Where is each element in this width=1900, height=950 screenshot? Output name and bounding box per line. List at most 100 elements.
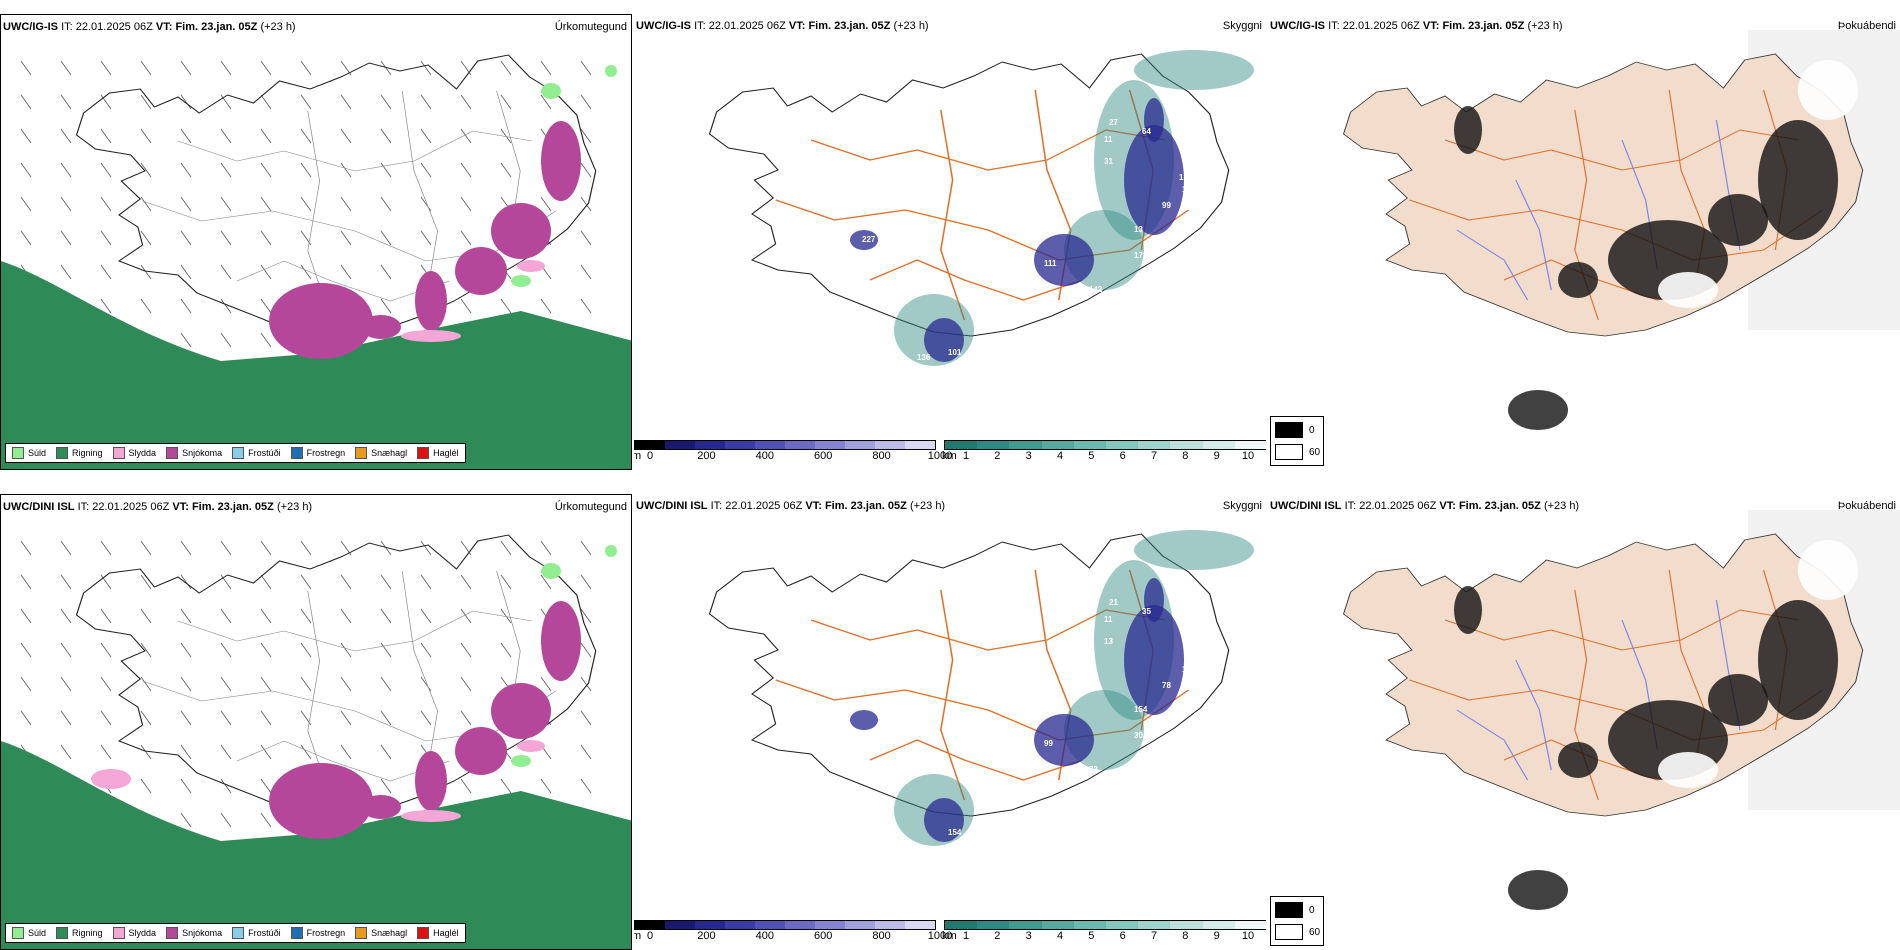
fog-legend-swatch: [1275, 444, 1303, 460]
legend-swatch: [56, 927, 69, 939]
ceiling-label: 66: [1184, 633, 1193, 642]
wind-barb: [460, 642, 472, 658]
ceiling-label: 127: [959, 845, 973, 854]
wind-barb: [180, 710, 192, 726]
wind-barb: [420, 128, 432, 144]
wind-barb: [460, 60, 472, 76]
wind-barb: [140, 128, 152, 144]
snow-area: [541, 601, 581, 681]
wind-barb: [140, 264, 152, 280]
colorbar-tick: 6: [1119, 930, 1126, 942]
ceiling-label: 111: [1044, 259, 1057, 268]
colorbar-unit: m: [634, 450, 642, 462]
colorbar-strip: [634, 440, 936, 450]
ceiling-label: 11: [1104, 135, 1113, 144]
wind-barb: [580, 778, 592, 794]
wind-barb: [340, 94, 352, 110]
colorbar-segment: [945, 441, 978, 449]
wind-barb: [100, 94, 112, 110]
panel-fog-index-igis: UWC/IG-IS IT: 22.01.2025 06Z VT: Fim. 23…: [1268, 14, 1900, 470]
snow-area: [415, 271, 447, 331]
panel-parameter: Skyggni: [1222, 20, 1262, 32]
wind-barb: [300, 162, 312, 178]
ceiling-label: 134: [1066, 311, 1080, 320]
wind-barb: [300, 744, 312, 760]
colorbar-segment: [1138, 441, 1171, 449]
wind-barb: [220, 812, 232, 828]
visibility-map: 21 11 13 35 66 102 120 78 63 171 154 30 18 8 99 73 138 14…: [708, 530, 1254, 854]
colorbar-tick: 0: [646, 450, 654, 462]
ceiling-label: 125: [1182, 185, 1196, 194]
wind-barb: [140, 574, 152, 590]
ceiling-label: 63: [1189, 695, 1198, 704]
wind-barb: [260, 574, 272, 590]
wind-barb: [380, 540, 392, 556]
colorbar-tick: 10: [1241, 930, 1255, 942]
colorbar-tick: 9: [1213, 930, 1220, 942]
wind-barb: [180, 778, 192, 794]
wind-barb: [460, 778, 472, 794]
wind-barb: [580, 264, 592, 280]
ceiling-label: 35: [1142, 607, 1151, 616]
wind-barb: [220, 744, 232, 760]
wind-barb: [220, 608, 232, 624]
wind-barb: [20, 60, 32, 76]
wind-barb: [60, 128, 72, 144]
legend-item: Frostregn: [290, 927, 345, 939]
wind-barb: [300, 574, 312, 590]
wind-barb: [20, 196, 32, 212]
road-line: [1444, 129, 1800, 171]
legend-swatch: [166, 927, 179, 939]
wind-barb: [500, 540, 512, 556]
wind-barb: [340, 710, 352, 726]
wind-barb: [260, 744, 272, 760]
wind-barb: [420, 608, 432, 624]
wind-barb: [540, 778, 552, 794]
wind-barb: [420, 60, 432, 76]
panel-fog-index-dini: UWC/DINI ISL IT: 22.01.2025 06Z VT: Fim.…: [1268, 494, 1900, 950]
wind-barb: [60, 264, 72, 280]
wind-barb: [60, 676, 72, 692]
ceiling-label: 27: [1109, 118, 1118, 127]
legend-swatch: [112, 447, 125, 459]
fog-legend-swatch: [1275, 902, 1303, 918]
colorbar-segment: [1202, 921, 1235, 929]
wind-barb: [20, 710, 32, 726]
panel-precip-type-dini: UWC/DINI ISL IT: 22.01.2025 06Z VT: Fim.…: [0, 494, 632, 950]
panel-parameter: Skyggni: [1222, 500, 1262, 512]
wind-barb: [380, 642, 392, 658]
low-ceiling-area: [1124, 125, 1184, 235]
fog-area: [1708, 674, 1768, 726]
snow-area: [491, 683, 551, 739]
panel-parameter: Úrkomutegund: [554, 21, 627, 33]
colorbar-tick: 1: [962, 930, 970, 942]
road-line: [775, 199, 1190, 261]
snow-area: [541, 121, 581, 201]
wind-barb: [60, 642, 72, 658]
wind-barb: [460, 710, 472, 726]
wind-barb: [380, 94, 392, 110]
wind-barb: [580, 94, 592, 110]
snow-area: [455, 727, 507, 775]
coastline: [708, 533, 1230, 817]
wind-barb: [380, 230, 392, 246]
colorbar-tick: 1000: [927, 930, 953, 942]
wind-barb: [380, 60, 392, 76]
wind-barb: [140, 540, 152, 556]
wind-barb: [580, 642, 592, 658]
ceiling-label: 30: [1134, 731, 1143, 740]
ceiling-label: 99: [1172, 765, 1181, 774]
road-line: [177, 610, 533, 652]
ceiling-label: 13: [1104, 637, 1113, 646]
ceiling-label: 78: [1162, 681, 1171, 690]
colorbar-segment: [755, 921, 785, 929]
wind-barb: [140, 778, 152, 794]
wind-barb: [300, 540, 312, 556]
colorbar-unit: km: [942, 450, 957, 462]
legend-swatch: [112, 927, 125, 939]
coastline: [75, 54, 597, 338]
fog-area: [1708, 194, 1768, 246]
wind-barb: [340, 744, 352, 760]
wind-barb: [580, 230, 592, 246]
colorbar-tick: 400: [755, 930, 774, 942]
